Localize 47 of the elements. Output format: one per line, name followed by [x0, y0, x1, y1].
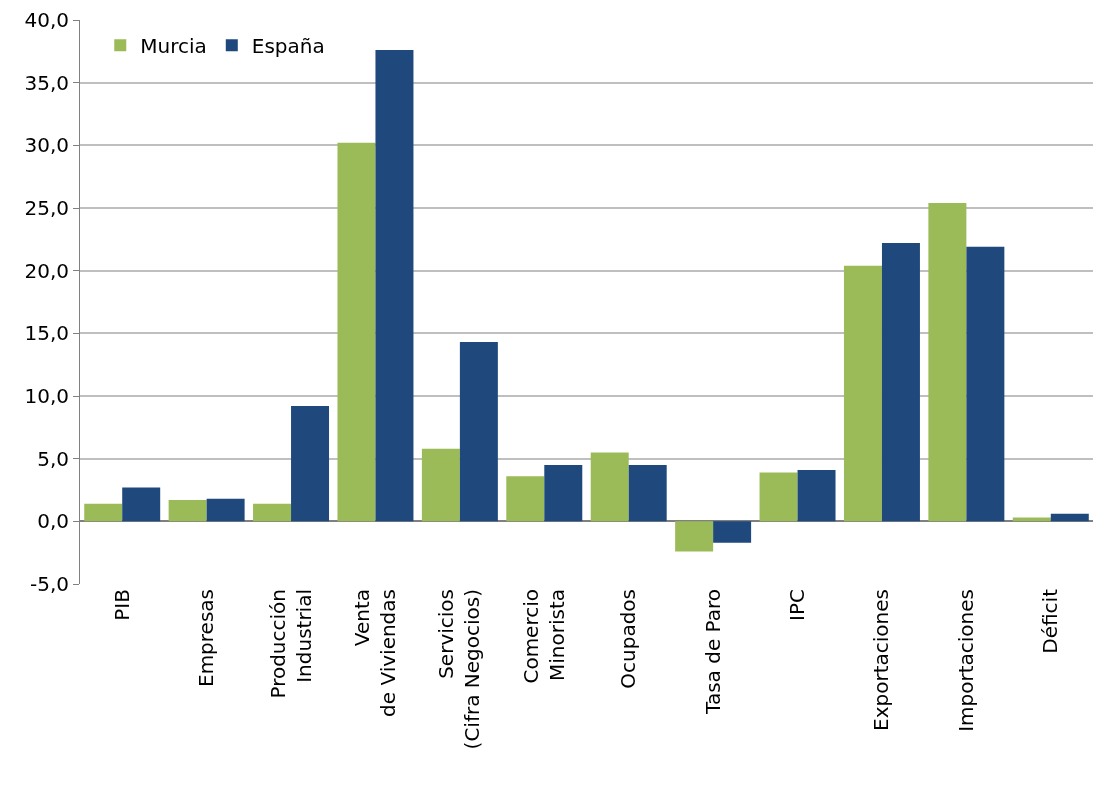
x-tick-label: Venta de Viviendas	[349, 589, 400, 717]
bar	[122, 487, 161, 522]
bar	[375, 50, 414, 522]
y-tick-label: 40,0	[24, 8, 69, 32]
bar	[544, 464, 583, 522]
bar	[168, 500, 207, 522]
y-tick-label: 25,0	[24, 196, 69, 220]
bar	[206, 498, 245, 522]
x-tick-label: Comercio Minorista	[518, 589, 569, 684]
x-tick-label: IPC	[785, 589, 810, 621]
y-tick-label: 20,0	[24, 258, 69, 283]
bar	[291, 406, 330, 522]
x-tick-label: Tasa de Paro	[700, 589, 725, 715]
bar	[628, 464, 667, 522]
bar	[713, 521, 752, 543]
bar	[966, 246, 1005, 522]
bar	[1050, 513, 1089, 522]
bar	[675, 521, 714, 552]
bar	[337, 142, 376, 522]
x-tick-label: Déficit	[1038, 588, 1063, 654]
bar	[881, 243, 920, 522]
legend-label: Murcia	[140, 33, 207, 58]
bar	[843, 265, 882, 522]
y-tick-label: 30,0	[24, 133, 69, 158]
y-tick-label: 0,0	[37, 509, 69, 534]
legend-label: España	[251, 33, 325, 58]
x-tick-label: Servicios (Cifra Negocios)	[434, 589, 485, 750]
x-tick-label: Importaciones	[953, 589, 978, 732]
bar	[459, 342, 498, 522]
bar	[759, 472, 798, 522]
y-tick-label: -5,0	[29, 572, 69, 596]
x-tick-label: Producción Industrial	[265, 589, 316, 699]
x-tick-label: PIB	[109, 589, 134, 621]
x-tick-label: Ocupados	[616, 589, 641, 689]
bar	[84, 503, 123, 522]
bar	[253, 503, 292, 522]
x-tick-label: Empresas	[194, 589, 219, 687]
bar	[928, 202, 967, 522]
x-tick-label: Exportaciones	[869, 589, 894, 731]
y-tick-label: 35,0	[24, 70, 69, 95]
y-tick-label: 15,0	[24, 321, 69, 346]
y-tick-label: 5,0	[37, 446, 69, 471]
bar	[590, 452, 629, 522]
y-tick-label: 10,0	[24, 384, 69, 408]
bar	[421, 448, 460, 522]
bar	[506, 476, 545, 522]
bar	[797, 469, 836, 522]
